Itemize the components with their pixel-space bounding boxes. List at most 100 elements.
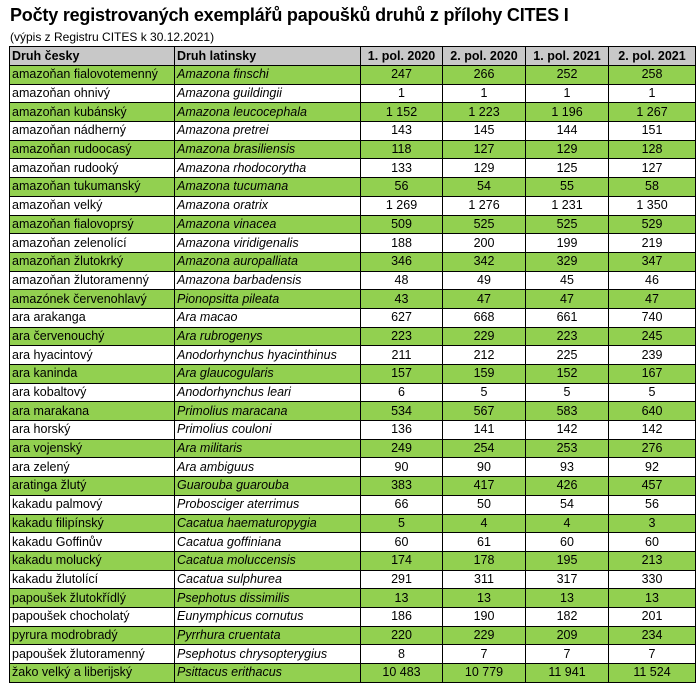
table-row: kakadu molucký Cacatua moluccensis 174 178 1… — [9, 550, 696, 571]
h2-2021-cell: 3 — [608, 513, 696, 534]
h1-2020-cell: 223 — [360, 326, 443, 347]
h1-2021-cell: 5 — [525, 382, 609, 403]
h1-2020-cell: 48 — [360, 270, 443, 291]
h2-2020-cell: 13 — [442, 588, 526, 608]
header-h2-2020: 2. pol. 2020 — [442, 46, 526, 66]
h1-2020-cell: 5 — [360, 513, 443, 534]
h2-2021-cell: 219 — [608, 233, 696, 253]
parrot-registry-table: Druh česky Druh latinsky 1. pol. 2020 2.… — [9, 46, 696, 683]
header-czech-name: Druh česky — [9, 46, 175, 66]
h1-2020-cell: 291 — [360, 569, 443, 590]
latin-name-cell: Amazona finschi — [174, 65, 361, 85]
latin-name-cell: Psephotus chrysopterygius — [174, 644, 361, 664]
h2-2020-cell: 229 — [442, 326, 526, 347]
h1-2021-cell: 252 — [525, 65, 609, 85]
h2-2021-cell: 1 267 — [608, 102, 696, 123]
czech-name-cell: ara zelený — [9, 457, 175, 478]
latin-name-cell: Ara ambiguus — [174, 457, 361, 478]
h2-2020-cell: 7 — [442, 644, 526, 664]
czech-name-cell: amazoňan kubánský — [9, 102, 175, 123]
latin-name-cell: Amazona viridigenalis — [174, 233, 361, 253]
h2-2021-cell: 7 — [608, 644, 696, 664]
latin-name-cell: Ara macao — [174, 307, 361, 328]
h2-2021-cell: 5 — [608, 382, 696, 403]
latin-name-cell: Eunymphicus cornutus — [174, 606, 361, 627]
h2-2021-cell: 142 — [608, 420, 696, 440]
czech-name-cell: amazónek červenohlavý — [9, 289, 175, 309]
h1-2021-cell: 426 — [525, 476, 609, 496]
h1-2020-cell: 6 — [360, 382, 443, 403]
h2-2020-cell: 54 — [442, 177, 526, 197]
latin-name-cell: Amazona guildingii — [174, 83, 361, 104]
czech-name-cell: amazoňan nádherný — [9, 121, 175, 141]
h1-2021-cell: 195 — [525, 550, 609, 571]
h2-2020-cell: 229 — [442, 625, 526, 646]
h1-2021-cell: 13 — [525, 588, 609, 608]
h1-2020-cell: 509 — [360, 214, 443, 235]
latin-name-cell: Amazona vinacea — [174, 214, 361, 235]
h1-2021-cell: 60 — [525, 532, 609, 552]
h2-2020-cell: 178 — [442, 550, 526, 571]
h1-2020-cell: 249 — [360, 438, 443, 459]
h2-2020-cell: 127 — [442, 139, 526, 160]
h2-2020-cell: 254 — [442, 438, 526, 459]
latin-name-cell: Ara glaucogularis — [174, 364, 361, 384]
h2-2020-cell: 311 — [442, 569, 526, 590]
h1-2020-cell: 186 — [360, 606, 443, 627]
table-row: ara vojenský Ara militaris 249 254 253 276 — [9, 438, 696, 459]
h1-2020-cell: 247 — [360, 65, 443, 85]
h1-2021-cell: 225 — [525, 345, 609, 365]
h1-2021-cell: 4 — [525, 513, 609, 534]
h2-2021-cell: 128 — [608, 139, 696, 160]
h2-2020-cell: 1 223 — [442, 102, 526, 123]
czech-name-cell: aratinga žlutý — [9, 476, 175, 496]
h1-2020-cell: 43 — [360, 289, 443, 309]
latin-name-cell: Amazona auropalliata — [174, 251, 361, 272]
latin-name-cell: Psittacus erithacus — [174, 663, 361, 683]
h2-2021-cell: 47 — [608, 289, 696, 309]
h1-2020-cell: 56 — [360, 177, 443, 197]
h2-2021-cell: 276 — [608, 438, 696, 459]
h2-2021-cell: 201 — [608, 606, 696, 627]
h1-2020-cell: 627 — [360, 307, 443, 328]
latin-name-cell: Cacatua haematuropygia — [174, 513, 361, 534]
table-row: amazoňan rudooký Amazona rhodocorytha 133 1… — [9, 158, 696, 179]
h1-2020-cell: 136 — [360, 420, 443, 440]
h2-2021-cell: 239 — [608, 345, 696, 365]
latin-name-cell: Amazona barbadensis — [174, 270, 361, 291]
h1-2020-cell: 383 — [360, 476, 443, 496]
czech-name-cell: amazoňan fialovotemenný — [9, 65, 175, 85]
czech-name-cell: amazoňan rudooký — [9, 158, 175, 179]
h1-2020-cell: 90 — [360, 457, 443, 478]
table-row: žako velký a liberijský Psittacus erithac… — [9, 663, 696, 683]
h2-2020-cell: 1 — [442, 83, 526, 104]
table-row: papoušek žlutokřídlý Psephotus dissimilis… — [9, 588, 696, 608]
h2-2020-cell: 417 — [442, 476, 526, 496]
h2-2020-cell: 190 — [442, 606, 526, 627]
table-row: kakadu Goffinův Cacatua goffiniana 60 61 60 6… — [9, 532, 696, 552]
h2-2020-cell: 50 — [442, 494, 526, 515]
h1-2021-cell: 144 — [525, 121, 609, 141]
table-row: amazoňan žlutoramenný Amazona barbadensis… — [9, 270, 696, 291]
table-row: amazoňan nádherný Amazona pretrei 143 145 14… — [9, 121, 696, 141]
latin-name-cell: Pyrrhura cruentata — [174, 625, 361, 646]
czech-name-cell: ara vojenský — [9, 438, 175, 459]
h2-2021-cell: 151 — [608, 121, 696, 141]
latin-name-cell: Primolius maracana — [174, 401, 361, 422]
table-row: ara horský Primolius couloni 136 141 142 142 — [9, 420, 696, 440]
header-latin-name: Druh latinsky — [174, 46, 361, 66]
table-row: ara arakanga Ara macao 627 668 661 740 — [9, 307, 696, 328]
h2-2020-cell: 10 779 — [442, 663, 526, 683]
h2-2020-cell: 141 — [442, 420, 526, 440]
h1-2020-cell: 346 — [360, 251, 443, 272]
h1-2020-cell: 118 — [360, 139, 443, 160]
latin-name-cell: Amazona tucumana — [174, 177, 361, 197]
table-row: amazónek červenohlavý Pionopsitta pileata… — [9, 289, 696, 309]
table-row: amazoňan rudoocasý Amazona brasiliensis 11… — [9, 139, 696, 160]
h1-2021-cell: 583 — [525, 401, 609, 422]
h1-2020-cell: 143 — [360, 121, 443, 141]
h1-2021-cell: 525 — [525, 214, 609, 235]
h1-2021-cell: 55 — [525, 177, 609, 197]
table-row: ara červenouchý Ara rubrogenys 223 229 223 24… — [9, 326, 696, 347]
czech-name-cell: amazoňan tukumanský — [9, 177, 175, 197]
